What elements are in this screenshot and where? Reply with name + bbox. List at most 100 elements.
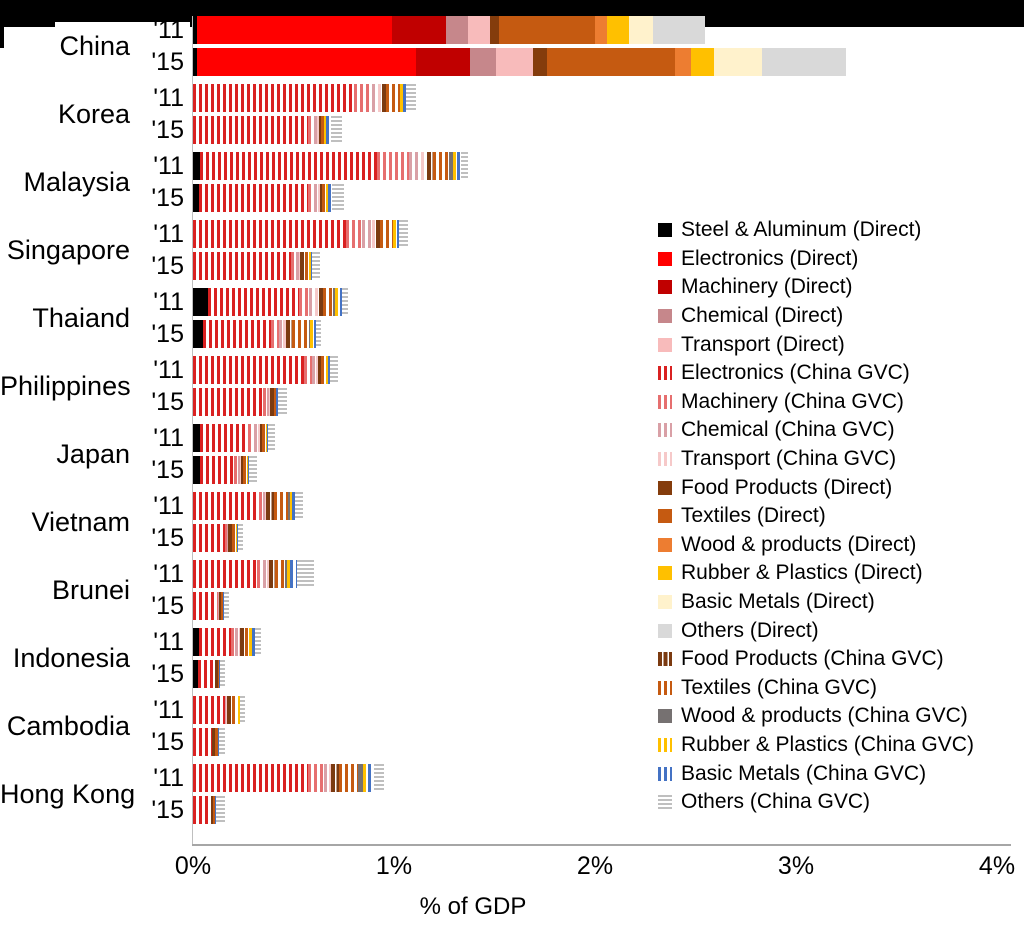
y-axis-line	[192, 16, 193, 845]
bar-segment-chem_g	[225, 696, 227, 724]
legend-item: Electronics (China GVC)	[658, 359, 974, 388]
bar-segment-steel_d	[193, 48, 198, 76]
bar-segment-wood_d	[675, 48, 692, 76]
legend-swatch-elec_d	[658, 251, 672, 266]
legend-label: Electronics (China GVC)	[681, 361, 910, 385]
bar-segment-elec_g	[193, 524, 226, 552]
legend-item: Basic Metals (Direct)	[658, 588, 974, 617]
year-label: '11	[153, 628, 184, 656]
bar-segment-basic_g	[252, 628, 256, 656]
legend-item: Textiles (Direct)	[658, 502, 974, 531]
legend-swatch-text_d	[658, 509, 672, 524]
bar-segment-others_g	[219, 728, 226, 756]
bar-segment-rubber_g	[238, 696, 241, 724]
bar-segment-rubber_g	[247, 456, 249, 484]
year-label: '15	[151, 116, 184, 144]
legend-item: Chemical (Direct)	[658, 302, 974, 331]
bar-row	[193, 560, 314, 588]
bar-segment-others_g	[329, 356, 338, 384]
bar-segment-chem_g	[227, 524, 229, 552]
bar-segment-text_g	[292, 320, 309, 348]
year-label: '11	[153, 220, 184, 248]
legend-item: Machinery (Direct)	[658, 273, 974, 302]
bar-segment-basic_g	[276, 388, 279, 416]
year-label: '11	[153, 288, 184, 316]
bar-segment-text_g	[215, 728, 219, 756]
bar-segment-rubber_g	[287, 560, 291, 588]
bar-segment-rubber_g	[392, 220, 397, 248]
legend-swatch-food_d	[658, 480, 672, 495]
bar-row	[193, 252, 320, 280]
legend-item: Chemical (China GVC)	[658, 416, 974, 445]
bar-segment-basic_g	[215, 796, 217, 824]
bar-row	[193, 628, 262, 656]
country-label: Vietnam	[31, 507, 130, 537]
bar-segment-chem_g	[409, 152, 422, 180]
bar-row	[193, 48, 847, 76]
bar-row	[193, 728, 226, 756]
legend-label: Electronics (Direct)	[681, 246, 859, 270]
bar-segment-text_g	[221, 592, 224, 620]
bar-segment-elec_g	[193, 356, 304, 384]
bar-segment-chem_g	[323, 764, 329, 792]
bar-segment-mach_g	[303, 356, 312, 384]
bar-segment-food_g	[317, 356, 321, 384]
plot-area	[193, 16, 1011, 845]
bar-segment-food_g	[219, 592, 222, 620]
legend-swatch-rubber_g	[658, 737, 672, 752]
year-label: '15	[151, 320, 184, 348]
bar-segment-elec_g	[199, 184, 308, 212]
bar-row	[193, 524, 244, 552]
bar-segment-mach_g	[234, 456, 239, 484]
legend-label: Others (China GVC)	[681, 790, 871, 814]
year-label: '15	[151, 184, 184, 212]
legend-item: Transport (China GVC)	[658, 445, 974, 474]
bar-segment-others_g	[330, 116, 342, 144]
bar-row	[193, 152, 469, 180]
legend-label: Others (Direct)	[681, 618, 819, 642]
country-label: China	[59, 31, 130, 61]
bar-segment-text_g	[321, 184, 326, 212]
bar-segment-elec_g	[203, 320, 272, 348]
bar-segment-basic_g	[327, 356, 330, 384]
bar-segment-elec_d	[197, 16, 392, 44]
bar-row	[193, 320, 321, 348]
bar-segment-trans_g	[314, 288, 319, 316]
legend-label: Chemical (China GVC)	[681, 418, 895, 442]
bar-segment-mach_g	[353, 84, 372, 112]
x-axis-title: % of GDP	[419, 893, 527, 920]
bar-segment-elec_g	[199, 628, 232, 656]
country-label: Hong Kong	[0, 779, 136, 809]
bar-segment-rubber_d	[607, 16, 630, 44]
legend-swatch-chem_g	[658, 423, 672, 438]
bar-segment-basic_d	[713, 48, 762, 76]
bar-segment-text_g	[275, 560, 286, 588]
bar-segment-elec_g	[193, 388, 264, 416]
legend-item: Food Products (Direct)	[658, 473, 974, 502]
year-label: '11	[153, 152, 184, 180]
bar-segment-trans_g	[267, 560, 270, 588]
legend-swatch-mach_d	[658, 280, 672, 295]
bar-segment-rubber_g	[308, 252, 311, 280]
bar-segment-basic_g	[457, 152, 462, 180]
bar-segment-basic_g	[218, 728, 220, 756]
bar-segment-trans_g	[371, 220, 376, 248]
bar-segment-others_g	[373, 764, 384, 792]
year-label: '15	[151, 592, 184, 620]
bar-segment-steel_d	[193, 660, 199, 688]
legend-swatch-others_d	[658, 623, 672, 638]
bar-segment-text_g	[213, 796, 216, 824]
bar-segment-basic_g	[248, 456, 250, 484]
bar-segment-food_g	[260, 424, 263, 452]
bar-segment-text_g	[274, 388, 277, 416]
bar-segment-others_g	[240, 696, 246, 724]
x-axis-ticks: 0% 1% 2% 3% 4%	[0, 852, 1024, 882]
bar-segment-chem_d	[470, 48, 497, 76]
bar-segment-chem_g	[267, 388, 270, 416]
bar-segment-food_g	[266, 492, 275, 520]
bar-segment-trans_g	[240, 456, 242, 484]
bar-segment-mach_g	[259, 492, 264, 520]
bar-segment-others_g	[238, 524, 244, 552]
bar-segment-others_g	[268, 424, 276, 452]
bar-segment-food_g	[227, 696, 233, 724]
